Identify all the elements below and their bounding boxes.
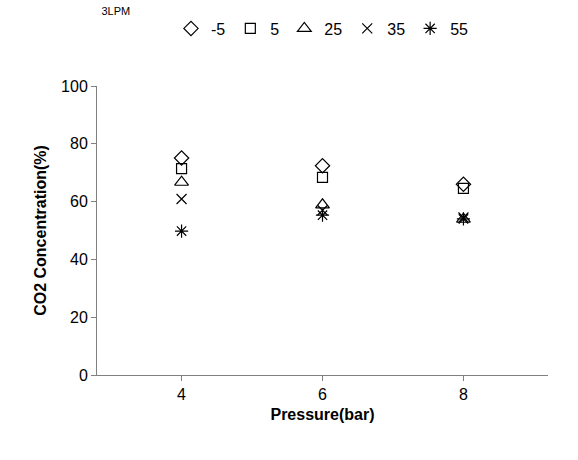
svg-text:8: 8 <box>459 386 468 403</box>
svg-text:6: 6 <box>318 386 327 403</box>
svg-text:Pressure(bar): Pressure(bar) <box>270 406 374 423</box>
svg-text:20: 20 <box>70 309 88 326</box>
svg-text:25: 25 <box>324 21 342 38</box>
svg-text:-5: -5 <box>211 21 225 38</box>
svg-text:CO2 Concentration(%): CO2 Concentration(%) <box>32 145 49 316</box>
svg-text:100: 100 <box>61 78 88 95</box>
svg-text:3LPM: 3LPM <box>102 5 131 17</box>
svg-text:55: 55 <box>450 21 468 38</box>
svg-text:40: 40 <box>70 251 88 268</box>
svg-text:35: 35 <box>387 21 405 38</box>
svg-text:4: 4 <box>177 386 186 403</box>
svg-text:60: 60 <box>70 193 88 210</box>
svg-text:80: 80 <box>70 135 88 152</box>
svg-text:0: 0 <box>79 367 88 384</box>
svg-text:5: 5 <box>270 21 279 38</box>
